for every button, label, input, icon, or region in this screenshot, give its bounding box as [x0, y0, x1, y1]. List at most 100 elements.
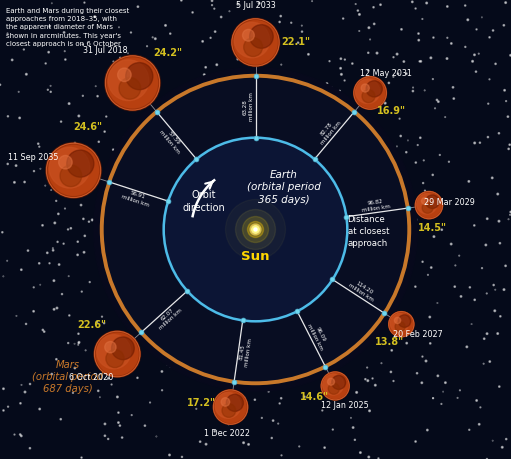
- Point: [495, 218, 503, 225]
- Point: [160, 149, 169, 157]
- Text: Earth
(orbital period
365 days): Earth (orbital period 365 days): [247, 170, 320, 205]
- Point: [12, 162, 20, 169]
- Point: [284, 379, 292, 386]
- Point: [411, 438, 420, 445]
- Point: [75, 340, 83, 347]
- Point: [77, 202, 85, 209]
- Point: [206, 34, 215, 41]
- Point: [417, 58, 425, 65]
- Point: [61, 205, 69, 212]
- Point: [49, 246, 57, 254]
- Point: [270, 183, 278, 190]
- Point: [365, 335, 374, 342]
- Point: [346, 168, 354, 175]
- Point: [129, 224, 137, 231]
- Circle shape: [97, 335, 131, 369]
- Point: [502, 0, 510, 6]
- Point: [167, 304, 175, 311]
- Point: [125, 361, 133, 368]
- Point: [408, 201, 416, 208]
- Point: [318, 407, 327, 414]
- Point: [385, 79, 393, 87]
- Point: [411, 5, 420, 12]
- Point: [442, 379, 450, 386]
- Point: [337, 338, 345, 345]
- Point: [274, 158, 283, 165]
- Point: [78, 288, 86, 295]
- Point: [97, 267, 105, 274]
- Point: [142, 65, 150, 72]
- Point: [381, 100, 389, 107]
- Circle shape: [389, 312, 414, 337]
- Point: [277, 452, 286, 459]
- Point: [213, 61, 221, 68]
- Point: [114, 409, 123, 416]
- Point: [104, 199, 112, 207]
- Point: [364, 377, 372, 384]
- Point: [389, 73, 398, 80]
- Circle shape: [252, 226, 259, 233]
- Point: [298, 28, 306, 35]
- Point: [133, 374, 142, 381]
- Text: 5 Jul 2033: 5 Jul 2033: [236, 1, 275, 10]
- Circle shape: [118, 68, 131, 82]
- Point: [266, 243, 274, 251]
- Point: [419, 15, 427, 22]
- Point: [192, 328, 200, 335]
- Point: [267, 132, 275, 140]
- Circle shape: [226, 394, 243, 411]
- Point: [38, 222, 47, 229]
- Point: [310, 347, 318, 354]
- Point: [436, 151, 444, 159]
- Point: [429, 75, 437, 83]
- Point: [47, 186, 55, 194]
- Point: [313, 204, 321, 212]
- Point: [55, 261, 63, 268]
- Point: [189, 188, 197, 196]
- Point: [109, 225, 118, 232]
- Point: [398, 26, 406, 33]
- Point: [35, 260, 43, 267]
- Point: [207, 108, 216, 116]
- Point: [269, 417, 277, 424]
- Point: [257, 152, 265, 159]
- Point: [308, 0, 316, 5]
- Circle shape: [108, 60, 149, 101]
- Point: [44, 86, 52, 94]
- Point: [225, 211, 234, 218]
- Point: [322, 124, 330, 131]
- Point: [234, 0, 242, 8]
- Point: [22, 71, 31, 78]
- Point: [341, 309, 349, 317]
- Point: [494, 190, 502, 198]
- Point: [4, 30, 12, 37]
- Point: [341, 192, 350, 200]
- Point: [239, 257, 247, 264]
- Point: [455, 252, 463, 259]
- Circle shape: [162, 137, 349, 322]
- Point: [128, 411, 136, 419]
- Point: [116, 54, 124, 62]
- Point: [439, 388, 447, 395]
- Circle shape: [390, 313, 409, 332]
- Point: [161, 22, 170, 29]
- Text: Orbit
direction: Orbit direction: [182, 190, 225, 213]
- Point: [337, 55, 345, 62]
- Point: [80, 249, 88, 256]
- Point: [240, 439, 248, 447]
- Point: [145, 199, 153, 207]
- Point: [400, 58, 408, 65]
- Point: [113, 393, 122, 401]
- Point: [0, 407, 8, 414]
- Point: [189, 303, 197, 310]
- Point: [146, 210, 154, 218]
- Point: [489, 437, 497, 444]
- Point: [12, 312, 20, 319]
- Point: [340, 77, 349, 84]
- Point: [116, 266, 124, 273]
- Point: [233, 332, 241, 340]
- Point: [208, 1, 216, 9]
- Point: [194, 87, 202, 95]
- Point: [394, 70, 402, 78]
- Point: [202, 441, 210, 448]
